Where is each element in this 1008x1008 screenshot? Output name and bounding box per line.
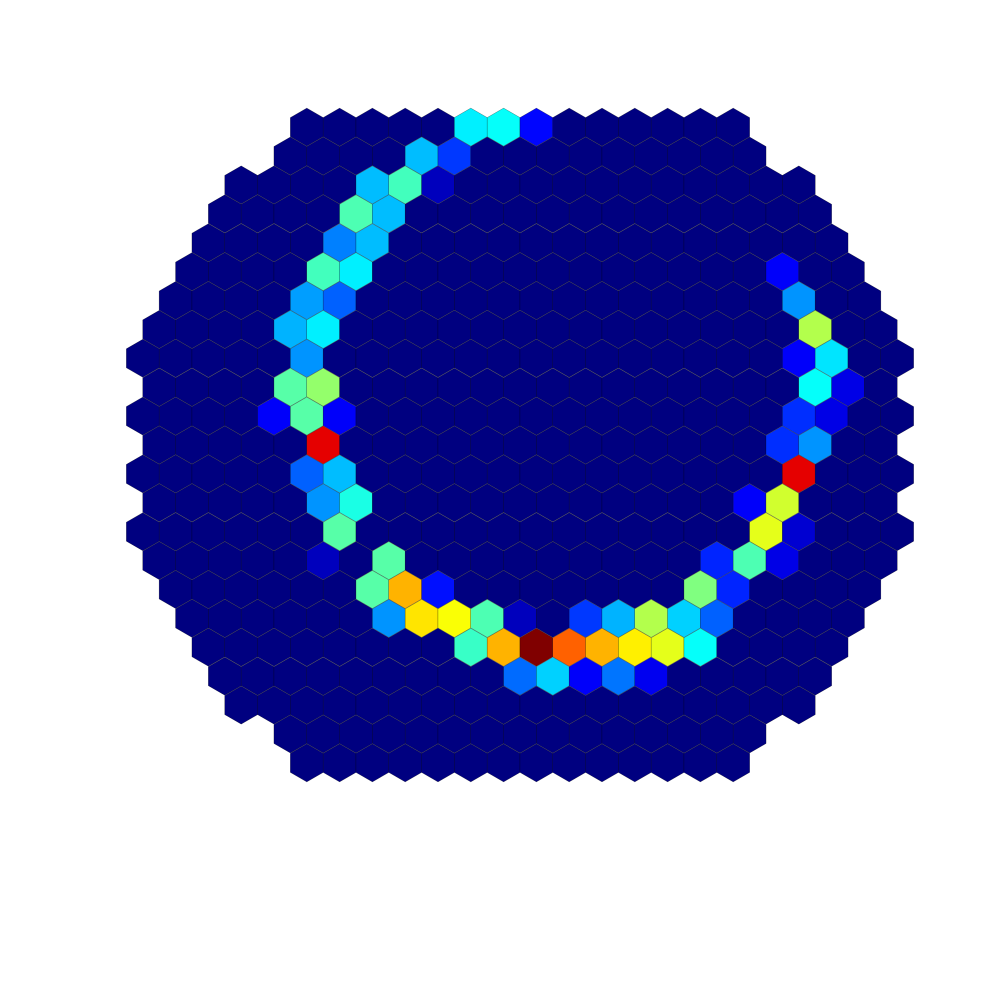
hex-cell: [732, 136, 767, 176]
hex-cell: [831, 599, 865, 638]
hex-cell: [864, 310, 898, 349]
hex-cell: [716, 743, 750, 783]
hex-cell: [847, 570, 882, 609]
hex-cell: [880, 339, 914, 378]
hex-cell: [864, 367, 898, 407]
hex-cell: [782, 685, 816, 725]
hex-cell: [798, 194, 832, 234]
hex-cell: [716, 107, 750, 147]
hex-cell: [864, 483, 898, 523]
hex-cell-layer: [126, 107, 914, 783]
hex-cell: [782, 165, 816, 205]
hex-cell: [864, 425, 898, 465]
hex-cell: [732, 714, 767, 754]
hex-cell: [847, 281, 882, 320]
hex-cell: [880, 396, 914, 436]
hex-cell: [831, 252, 865, 291]
hex-cell: [814, 223, 849, 262]
hex-cell: [814, 628, 849, 667]
hex-cell: [880, 454, 914, 494]
hex-cell: [864, 541, 898, 580]
hex-cell: [798, 656, 832, 696]
hex-cell: [880, 512, 914, 551]
